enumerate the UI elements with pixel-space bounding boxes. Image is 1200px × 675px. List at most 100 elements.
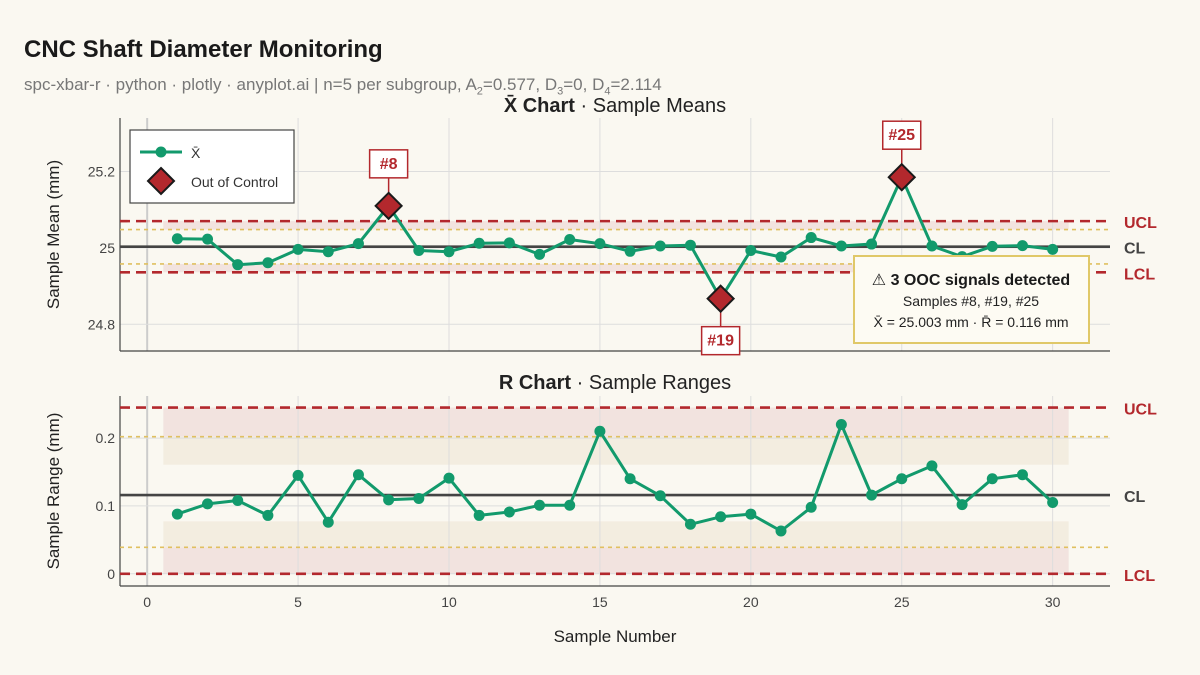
lcl-label: LCL bbox=[1124, 266, 1155, 283]
ooc-callout-box bbox=[881, 120, 922, 150]
zone-upper-inner bbox=[163, 436, 1069, 465]
legend-label-xbar: X̄ bbox=[191, 145, 201, 161]
data-point bbox=[745, 508, 757, 520]
x-tick-label: 5 bbox=[294, 594, 302, 610]
data-point bbox=[564, 499, 576, 511]
data-point bbox=[1016, 240, 1028, 252]
y-axis-label: Sample Range (mm) bbox=[44, 413, 63, 570]
zone-upper-outer bbox=[163, 221, 1069, 230]
data-point bbox=[443, 246, 455, 258]
data-point bbox=[986, 473, 998, 485]
data-point bbox=[322, 516, 334, 528]
data-point bbox=[503, 237, 515, 249]
data-point bbox=[684, 239, 696, 251]
data-point bbox=[564, 233, 576, 245]
data-point bbox=[1047, 497, 1059, 509]
xbar-chart: 24.8 25 25.2 UCL CL LCL #8 #19 #25 X̄ Chart · Sam… bbox=[44, 95, 1157, 356]
cl-label: CL bbox=[1124, 241, 1146, 258]
x-tick-label: 15 bbox=[592, 594, 608, 610]
data-point bbox=[322, 246, 334, 258]
data-point bbox=[775, 251, 787, 263]
data-point bbox=[654, 490, 666, 502]
zone-lower-inner bbox=[163, 521, 1069, 548]
y-tick-label: 25.2 bbox=[88, 163, 115, 179]
data-point bbox=[805, 232, 817, 244]
x-tick-label: 0 bbox=[143, 594, 151, 610]
data-point bbox=[624, 245, 636, 257]
ooc-marker bbox=[706, 284, 736, 314]
page-subtitle: spc-xbar-r · python · plotly · anyplot.a… bbox=[24, 75, 662, 98]
data-point bbox=[684, 518, 696, 530]
y-tick-label: 0.1 bbox=[96, 498, 116, 514]
data-point bbox=[232, 495, 244, 506]
annotation-title: ⚠ 3 OOC signals detected bbox=[872, 272, 1070, 289]
data-point bbox=[986, 240, 998, 252]
page-title: CNC Shaft Diameter Monitoring bbox=[24, 36, 383, 63]
data-point bbox=[413, 245, 425, 257]
data-point bbox=[443, 472, 455, 484]
annotation-samples: Samples #8, #19, #25 bbox=[903, 293, 1039, 309]
data-point bbox=[534, 248, 546, 260]
ooc-marker bbox=[374, 191, 404, 221]
legend: X̄ Out of Control bbox=[129, 129, 295, 204]
data-point bbox=[654, 240, 666, 252]
data-point bbox=[292, 243, 304, 255]
data-point bbox=[473, 509, 485, 521]
data-point bbox=[835, 240, 847, 252]
subtitle-d4: =2.114 bbox=[610, 75, 662, 94]
x-tick-label: 30 bbox=[1045, 594, 1061, 610]
cl-label: CL bbox=[1124, 489, 1146, 506]
data-point bbox=[956, 499, 968, 511]
data-point bbox=[292, 469, 304, 481]
ooc-marker bbox=[887, 162, 917, 192]
data-point bbox=[926, 460, 938, 472]
panel-title: R Chart · Sample Ranges bbox=[499, 372, 731, 394]
zone-lower-outer bbox=[163, 547, 1069, 574]
data-point bbox=[352, 469, 364, 481]
legend-box bbox=[129, 129, 295, 204]
data-point bbox=[171, 233, 183, 245]
data-point bbox=[262, 509, 274, 521]
data-point bbox=[594, 425, 606, 437]
subtitle-prefix: spc-xbar-r · python · plotly · anyplot.a… bbox=[24, 75, 477, 94]
zone-upper-outer bbox=[163, 407, 1069, 437]
data-point bbox=[202, 233, 214, 245]
data-point bbox=[866, 489, 878, 501]
ooc-annotation: ⚠ 3 OOC signals detected Samples #8, #19,… bbox=[853, 255, 1090, 344]
y-axis-label: Sample Mean (mm) bbox=[44, 160, 63, 309]
x-tick-label: 20 bbox=[743, 594, 759, 610]
data-point bbox=[202, 498, 214, 510]
y-tick-label: 0 bbox=[107, 566, 115, 582]
legend-point-swatch bbox=[155, 146, 167, 158]
panel-title-rest: · Sample Ranges bbox=[571, 372, 731, 394]
x-tick-label: 25 bbox=[894, 594, 910, 610]
x-axis-label: Sample Number bbox=[554, 627, 677, 646]
annotation-stats: X̄ = 25.003 mm · R̄ = 0.116 mm bbox=[873, 314, 1068, 330]
ooc-callout-box bbox=[368, 149, 409, 179]
data-point bbox=[232, 259, 244, 271]
data-point bbox=[262, 257, 274, 269]
legend-label-ooc: Out of Control bbox=[191, 174, 278, 190]
data-point bbox=[624, 473, 636, 485]
panel-title-rest: · Sample Means bbox=[575, 95, 726, 117]
data-point bbox=[534, 499, 546, 511]
subtitle-d3: =0, D bbox=[563, 75, 605, 94]
y-tick-label: 0.2 bbox=[96, 430, 116, 446]
panel-title: X̄ Chart · Sample Means bbox=[504, 95, 726, 117]
panel-title-bold: X̄ Chart bbox=[504, 95, 575, 117]
data-point bbox=[1047, 243, 1059, 255]
data-point bbox=[745, 245, 757, 257]
data-point bbox=[473, 237, 485, 249]
data-point bbox=[352, 238, 364, 250]
subtitle-a2: =0.577, D bbox=[482, 75, 558, 94]
data-point bbox=[503, 506, 515, 518]
data-point bbox=[896, 473, 908, 485]
legend-diamond-swatch bbox=[146, 166, 176, 196]
data-point bbox=[835, 419, 847, 430]
y-tick-label: 24.8 bbox=[88, 316, 115, 332]
data-point bbox=[383, 494, 395, 506]
ooc-callout-label: #19 bbox=[707, 333, 734, 350]
zone-lower-outer bbox=[163, 263, 1069, 273]
r-chart: 0 0.1 0.2 0 5 10 15 20 25 30 UCL CL LCL R Chart · Sam… bbox=[44, 372, 1157, 610]
